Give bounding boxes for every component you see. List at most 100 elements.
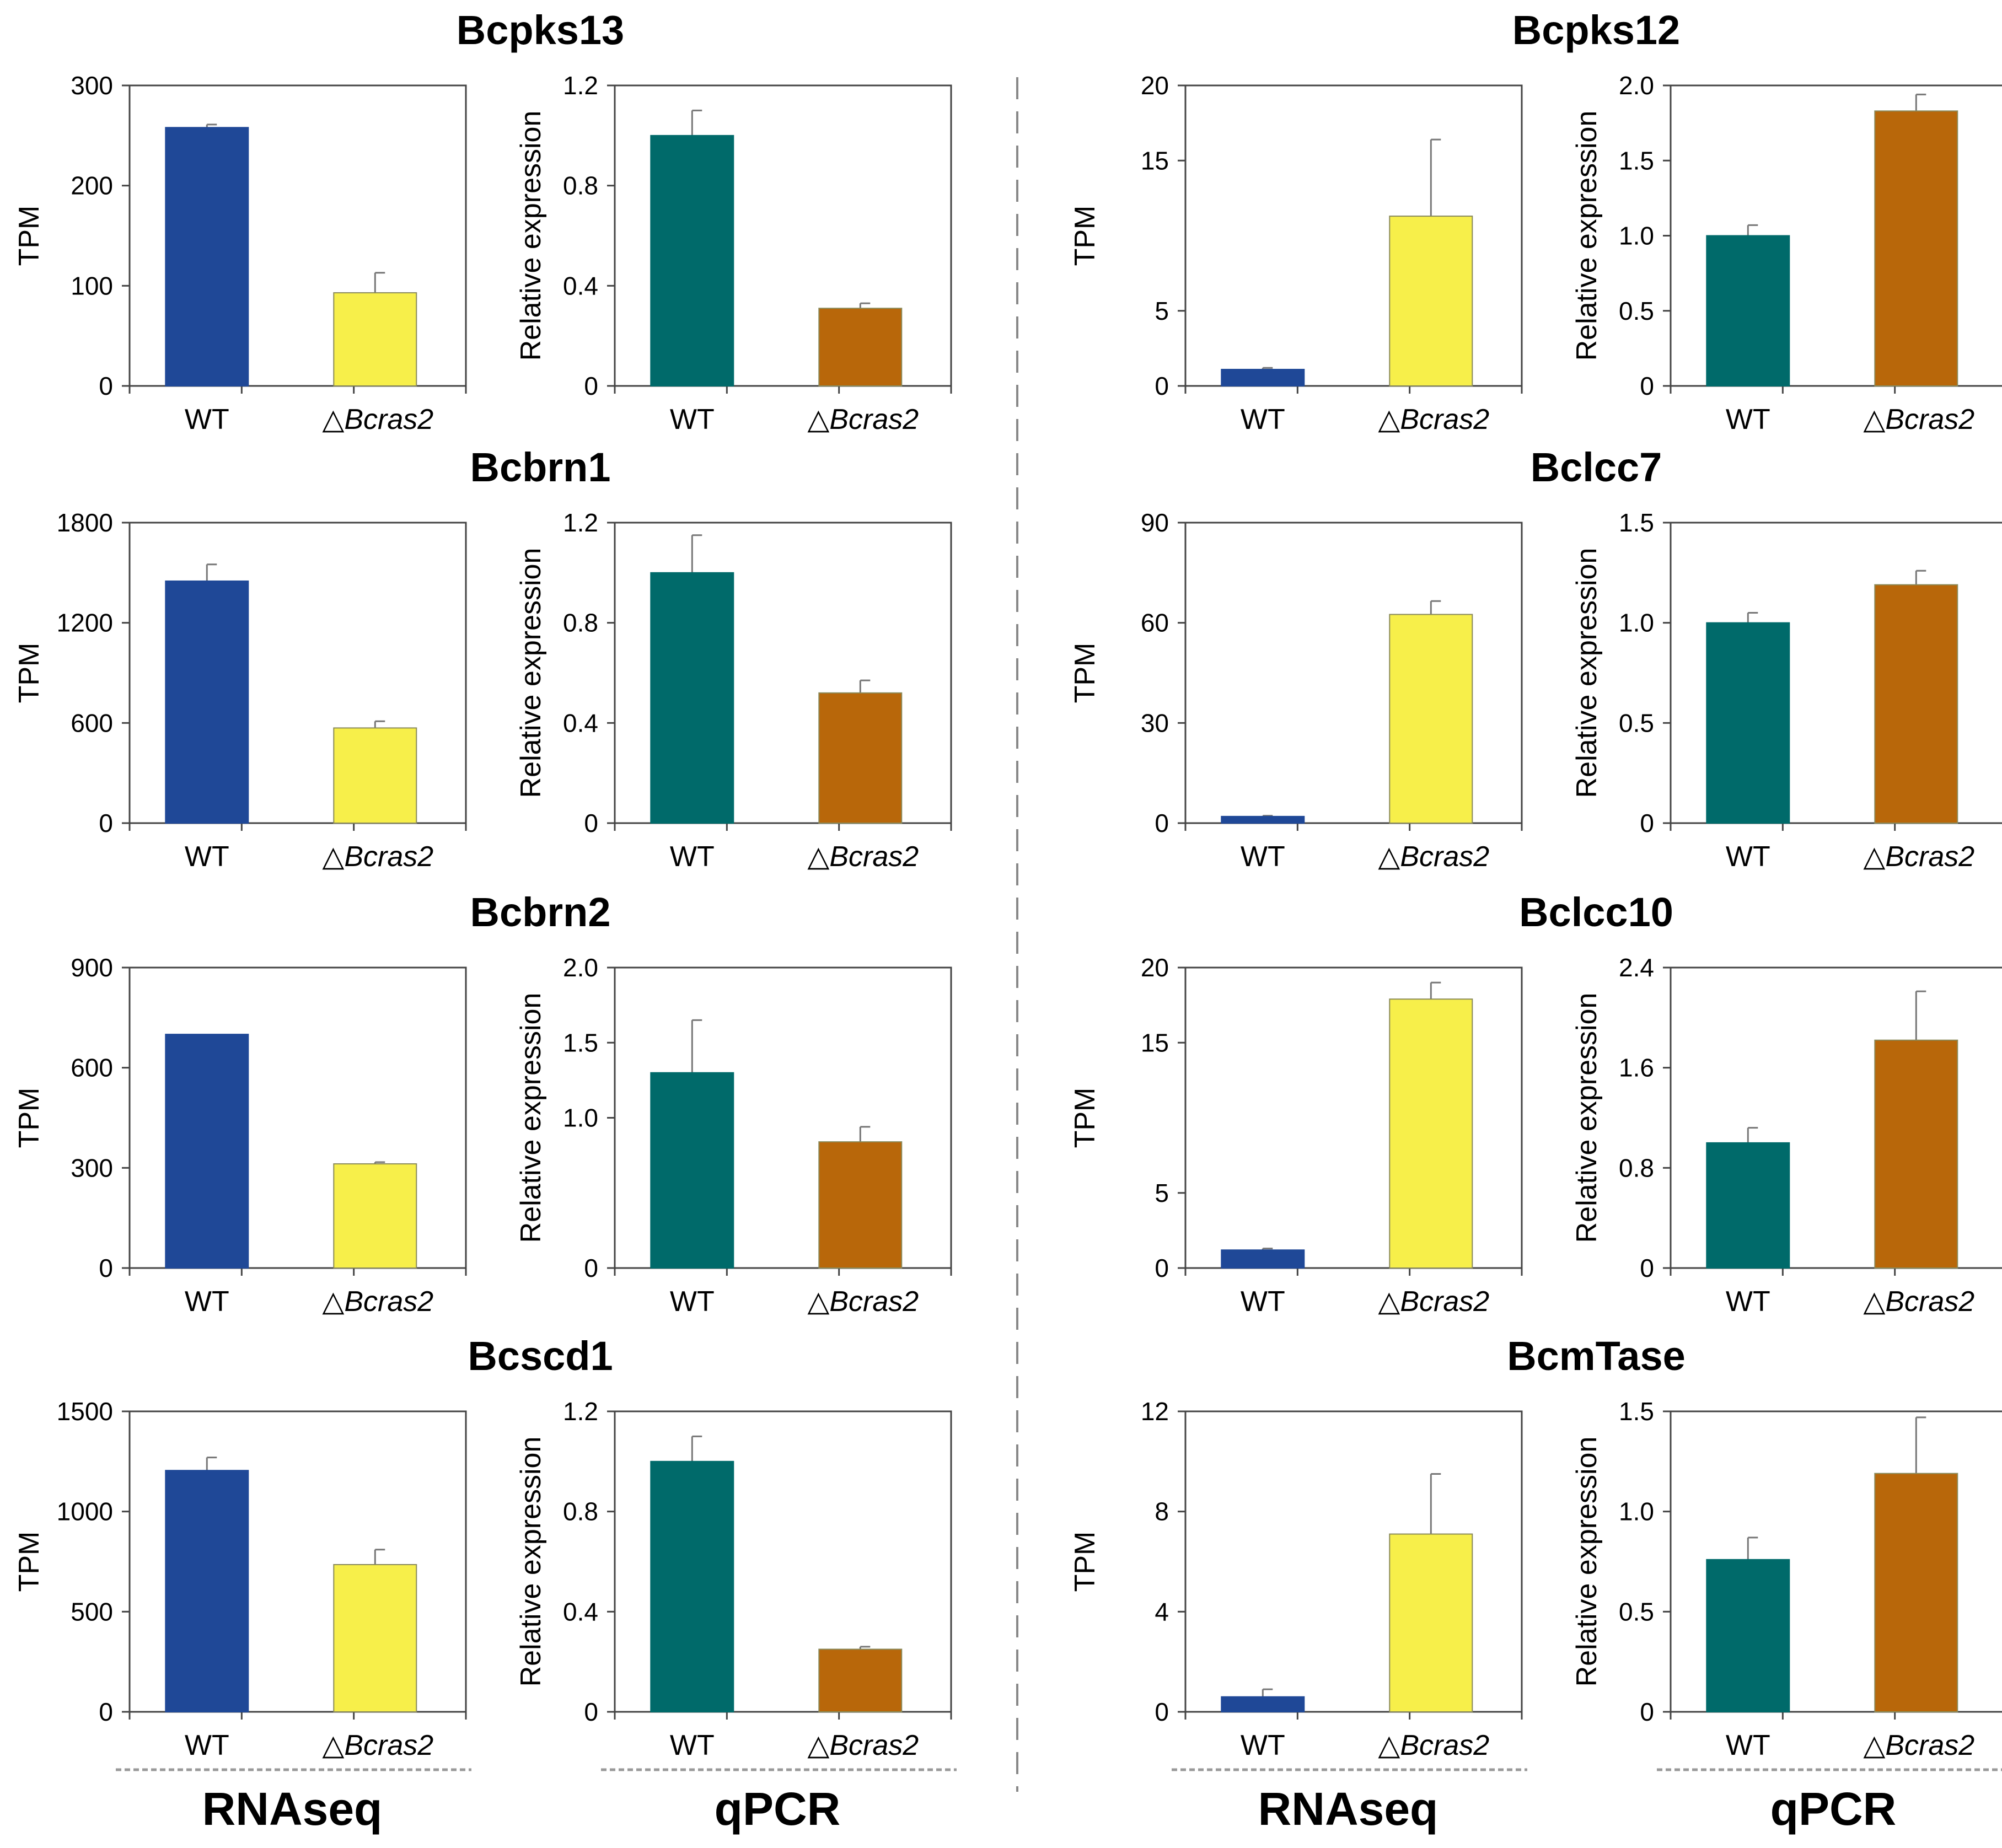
delta-symbol: △ — [1378, 1286, 1400, 1318]
rnaseq-tick-label: 15 — [1141, 146, 1169, 175]
rnaseq-tick-label: 0 — [99, 1697, 113, 1726]
delta-symbol: △ — [322, 841, 344, 873]
qpcr-tick-label: 0 — [584, 372, 598, 400]
delta-symbol: △ — [807, 404, 829, 436]
qpcr-frame — [1670, 522, 2002, 824]
method-label: RNAseq — [1258, 1783, 1439, 1835]
qpcr-tick-label: 0 — [584, 1254, 598, 1282]
mutant-name: Bcras2 — [344, 404, 433, 436]
qpcr-bar-wt — [1706, 1142, 1790, 1269]
qpcr-label-wt: WT — [1726, 404, 1770, 436]
rnaseq-label-wt: WT — [185, 1729, 229, 1761]
qpcr-bar-mutant — [1874, 110, 1958, 386]
delta-symbol: △ — [1378, 404, 1400, 436]
qpcr-tick-label: 1.5 — [1619, 508, 1654, 537]
method-label: qPCR — [715, 1783, 841, 1835]
rnaseq-y-axis-label: TPM — [1069, 206, 1101, 266]
delta-symbol: △ — [1863, 1286, 1885, 1318]
rnaseq-label-wt: WT — [1241, 404, 1285, 436]
qpcr-y-axis-label: Relative expression — [515, 993, 547, 1243]
gene-title: Bcbrn1 — [470, 444, 611, 490]
qpcr-label-wt: WT — [670, 1286, 715, 1318]
qpcr-tick-label: 0.4 — [563, 271, 598, 300]
rnaseq-bar-mutant — [1389, 614, 1473, 824]
qpcr-tick-label: 1.2 — [563, 508, 598, 537]
rnaseq-tick-label: 600 — [71, 708, 113, 737]
qpcr-tick-label: 1.5 — [1619, 146, 1654, 175]
method-label: RNAseq — [202, 1783, 383, 1835]
rnaseq-label-mutant: △Bcras2 — [322, 841, 433, 873]
delta-symbol: △ — [322, 1286, 344, 1318]
rnaseq-label-wt: WT — [1241, 1729, 1285, 1761]
rnaseq-y-axis-label: TPM — [1069, 643, 1101, 703]
rnaseq-frame — [1184, 522, 1523, 824]
rnaseq-label-wt: WT — [185, 1286, 229, 1318]
rnaseq-label-mutant: △Bcras2 — [322, 404, 433, 436]
qpcr-tick-label: 1.0 — [1619, 609, 1654, 637]
qpcr-tick-label: 0 — [1640, 809, 1654, 837]
mutant-name: Bcras2 — [1885, 404, 1974, 436]
qpcr-label-mutant: △Bcras2 — [807, 1286, 919, 1318]
gene-title: Bclcc7 — [1531, 444, 1662, 490]
qpcr-bar-mutant — [1874, 1039, 1958, 1269]
mutant-name: Bcras2 — [344, 1729, 433, 1761]
rnaseq-tick-label: 1500 — [57, 1397, 113, 1426]
rnaseq-tick-label: 0 — [1155, 372, 1169, 400]
qpcr-label-wt: WT — [670, 841, 715, 873]
rnaseq-tick-label: 0 — [99, 1254, 113, 1282]
delta-symbol: △ — [1863, 404, 1885, 436]
rnaseq-tick-label: 20 — [1141, 953, 1169, 982]
qpcr-label-mutant: △Bcras2 — [807, 404, 919, 436]
rnaseq-bar-mutant — [333, 292, 417, 386]
qpcr-y-axis-label: Relative expression — [515, 111, 547, 361]
qpcr-tick-label: 1.5 — [563, 1028, 598, 1057]
qpcr-tick-label: 1.2 — [563, 71, 598, 100]
qpcr-tick-label: 0.5 — [1619, 708, 1654, 737]
qpcr-y-axis-label: Relative expression — [1571, 993, 1603, 1243]
rnaseq-frame — [128, 966, 467, 1269]
rnaseq-tick-label: 8 — [1155, 1497, 1169, 1526]
rnaseq-tick-label: 300 — [71, 1153, 113, 1182]
qpcr-bar-mutant — [818, 1141, 903, 1269]
rnaseq-frame — [128, 84, 467, 387]
qpcr-frame — [614, 84, 952, 387]
qpcr-tick-label: 0.4 — [563, 708, 598, 737]
delta-symbol: △ — [322, 404, 344, 436]
qpcr-frame — [1670, 966, 2002, 1269]
qpcr-label-wt: WT — [670, 404, 715, 436]
delta-symbol: △ — [1378, 1729, 1400, 1761]
rnaseq-tick-label: 1200 — [57, 609, 113, 637]
mutant-name: Bcras2 — [1400, 841, 1489, 873]
qpcr-tick-label: 0.5 — [1619, 297, 1654, 325]
rnaseq-tick-label: 0 — [1155, 809, 1169, 837]
rnaseq-label-wt: WT — [1241, 841, 1285, 873]
rnaseq-bar-mutant — [333, 727, 417, 824]
rnaseq-tick-label: 200 — [71, 171, 113, 200]
rnaseq-y-axis-label: TPM — [13, 643, 45, 703]
rnaseq-tick-label: 0 — [1155, 1254, 1169, 1282]
rnaseq-label-mutant: △Bcras2 — [322, 1286, 433, 1318]
rnaseq-tick-label: 60 — [1141, 609, 1169, 637]
rnaseq-label-mutant: △Bcras2 — [1378, 1286, 1489, 1318]
qpcr-bar-mutant — [818, 308, 903, 386]
qpcr-y-axis-label: Relative expression — [515, 1437, 547, 1687]
rnaseq-label-mutant: △Bcras2 — [322, 1729, 433, 1761]
rnaseq-tick-label: 15 — [1141, 1028, 1169, 1057]
rnaseq-tick-label: 0 — [1155, 1697, 1169, 1726]
rnaseq-tick-label: 90 — [1141, 508, 1169, 537]
qpcr-bar-mutant — [818, 692, 903, 824]
method-label: qPCR — [1770, 1783, 1897, 1835]
rnaseq-tick-label: 300 — [71, 71, 113, 100]
qpcr-label-mutant: △Bcras2 — [1863, 841, 1974, 873]
rnaseq-frame — [1184, 966, 1523, 1269]
rnaseq-bar-wt — [1221, 815, 1305, 824]
qpcr-bar-mutant — [1874, 1473, 1958, 1712]
gene-title: Bcbrn2 — [470, 889, 611, 935]
